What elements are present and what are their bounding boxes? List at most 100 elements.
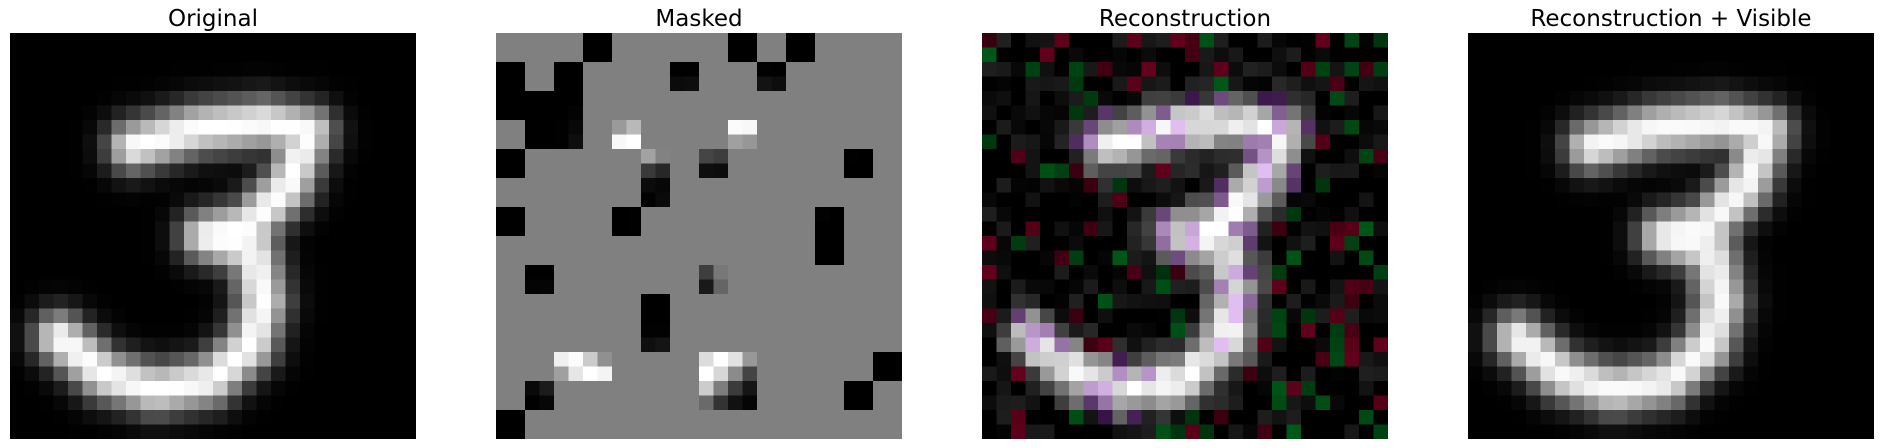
pixel: [1627, 279, 1643, 295]
pixel: [1083, 91, 1099, 106]
pixel: [728, 207, 743, 222]
pixel: [539, 221, 555, 237]
pixel: [1555, 410, 1570, 425]
pixel: [1787, 178, 1802, 193]
pixel: [1714, 381, 1730, 396]
pixel: [140, 134, 156, 150]
pixel: [982, 76, 997, 92]
pixel: [1315, 323, 1331, 338]
pixel: [1301, 250, 1316, 266]
pixel: [1214, 265, 1229, 280]
pixel: [1584, 424, 1599, 439]
pixel: [1359, 120, 1374, 135]
pixel: [1627, 33, 1643, 48]
pixel: [982, 236, 997, 251]
pixel: [1613, 265, 1628, 280]
pixel: [1758, 323, 1773, 338]
pixel: [583, 178, 598, 193]
pixel: [626, 424, 642, 439]
pixel: [285, 337, 301, 353]
pixel: [1359, 308, 1374, 324]
pixel: [771, 192, 787, 208]
pixel: [858, 178, 874, 193]
pixel: [525, 163, 540, 179]
pixel: [1569, 134, 1585, 150]
pixel: [140, 250, 156, 266]
pixel: [1011, 149, 1026, 164]
pixel: [285, 47, 301, 63]
pixel: [10, 120, 25, 135]
pixel: [1714, 192, 1730, 208]
pixel: [1700, 308, 1715, 324]
pixel: [1671, 410, 1686, 425]
pixel: [815, 381, 830, 396]
pixel: [1098, 308, 1113, 324]
pixel: [111, 221, 127, 237]
pixel: [568, 395, 584, 411]
pixel: [626, 163, 642, 179]
pixel: [140, 33, 156, 48]
pixel: [227, 120, 243, 135]
pixel: [612, 395, 627, 411]
pixel: [815, 33, 830, 48]
pixel: [1272, 33, 1287, 48]
pixel: [213, 207, 228, 222]
pixel: [858, 105, 874, 121]
pixel: [1497, 47, 1512, 63]
pixel: [1627, 62, 1643, 77]
pixel: [554, 91, 569, 106]
pixel: [1627, 178, 1643, 193]
pixel: [97, 352, 112, 367]
pixel: [285, 308, 301, 324]
pixel: [1468, 62, 1483, 77]
pixel: [1468, 395, 1483, 411]
pixel: [1359, 294, 1374, 309]
pixel: [343, 308, 359, 324]
pixel: [844, 207, 859, 222]
pixel: [771, 236, 787, 251]
pixel: [1845, 105, 1860, 121]
pixel: [372, 424, 388, 439]
pixel: [1772, 163, 1788, 179]
pixel: [699, 381, 714, 396]
pixel: [1330, 308, 1345, 324]
pixel: [1127, 163, 1142, 179]
pixel: [1772, 120, 1788, 135]
pixel: [1758, 410, 1773, 425]
pixel: [597, 149, 613, 164]
pixel: [1613, 134, 1628, 150]
pixel: [1330, 279, 1345, 295]
pixel: [358, 410, 373, 425]
pixel: [1511, 265, 1527, 280]
pixel: [285, 163, 301, 179]
pixel: [1584, 178, 1599, 193]
pixel: [1482, 337, 1498, 353]
pixel: [1272, 279, 1287, 295]
pixel: [844, 33, 859, 48]
pixel: [873, 192, 888, 208]
pixel: [1729, 294, 1744, 309]
pixel: [1344, 134, 1360, 150]
pixel: [1671, 424, 1686, 439]
pixel: [242, 352, 257, 367]
pixel: [1772, 236, 1788, 251]
pixel: [1083, 250, 1099, 266]
pixel: [285, 120, 301, 135]
pixel: [271, 323, 286, 338]
pixel: [554, 352, 569, 367]
pixel: [1671, 47, 1686, 63]
pixel: [1468, 236, 1483, 251]
pixel: [1685, 120, 1701, 135]
pixel: [554, 105, 569, 121]
pixel: [1315, 236, 1331, 251]
pixel: [858, 395, 874, 411]
pixel: [1859, 323, 1874, 338]
pixel: [1569, 424, 1585, 439]
pixel: [597, 192, 613, 208]
pixel: [300, 47, 315, 63]
pixel: [1540, 163, 1556, 179]
pixel: [1816, 265, 1831, 280]
pixel: [1627, 76, 1643, 92]
pixel: [242, 163, 257, 179]
pixel: [1257, 207, 1273, 222]
